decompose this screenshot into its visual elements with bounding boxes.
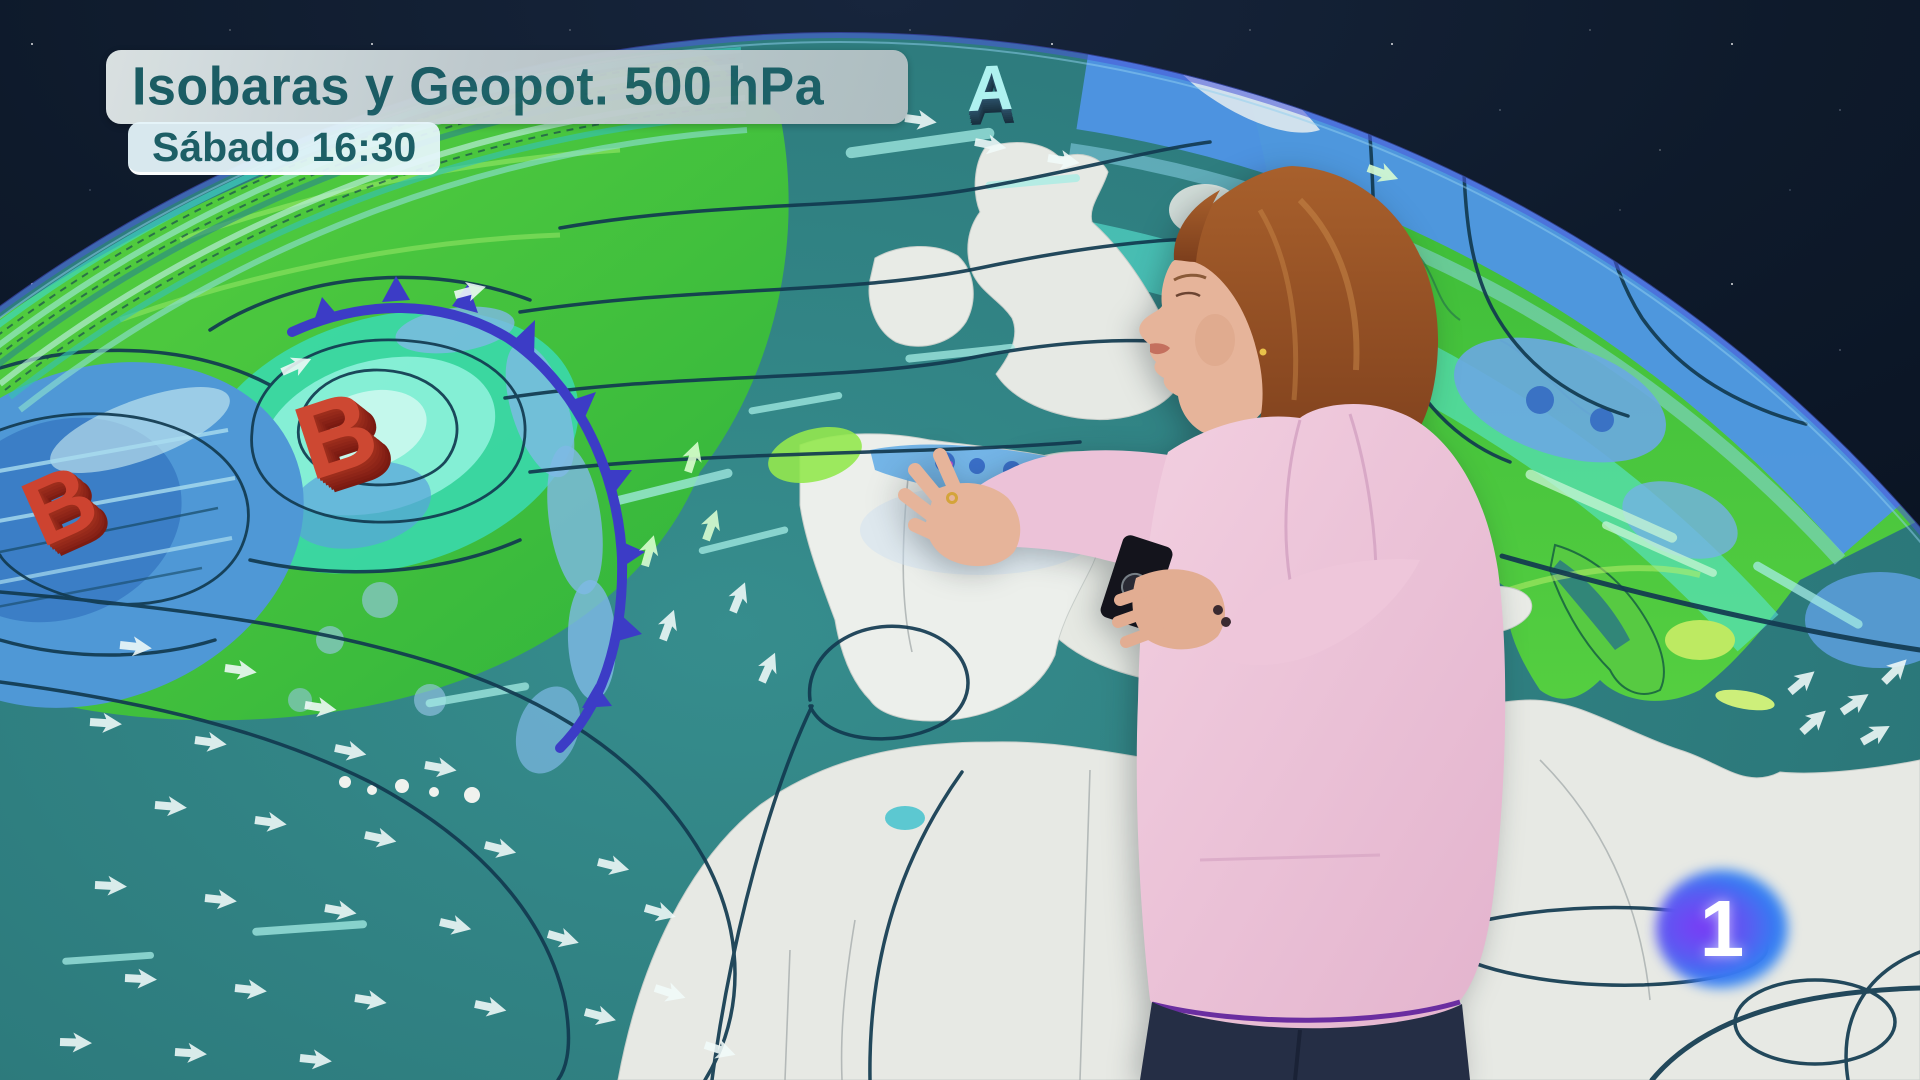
- hair: [1174, 166, 1439, 484]
- pocket-line: [1199, 853, 1381, 862]
- day-time-label: Sábado 16:30: [152, 123, 417, 170]
- hair-highlight: [1297, 197, 1360, 371]
- hem-line: [1151, 999, 1461, 1023]
- small-cyan-lake: [885, 806, 925, 830]
- channel-logo-number: 1: [1699, 884, 1745, 973]
- map-title: Isobaras y Geopot. 500 hPa: [132, 56, 825, 118]
- day-time-banner: Sábado 16:30: [128, 122, 441, 175]
- ring: [946, 492, 958, 504]
- jeans-seam: [1293, 1029, 1302, 1080]
- globe-rim: [0, 32, 1920, 544]
- presenter-figure: [898, 166, 1506, 1080]
- hair-highlight: [1257, 208, 1299, 401]
- blazer: [1136, 404, 1506, 1038]
- map-title-banner: Isobaras y Geopot. 500 hPa: [106, 50, 908, 124]
- lapel-line: [1284, 419, 1302, 581]
- channel-logo-la1: 1: [1662, 876, 1782, 982]
- holding-fingers: [1112, 584, 1164, 648]
- jeans: [1140, 1002, 1470, 1080]
- lips: [1150, 343, 1170, 355]
- canary-islands: [339, 776, 480, 803]
- eyebrow: [1173, 273, 1207, 282]
- earring: [1259, 348, 1267, 356]
- eye: [1175, 291, 1201, 298]
- cold-front: [287, 276, 645, 753]
- fingers: [898, 448, 965, 547]
- hair-fringe: [1173, 190, 1220, 262]
- land-ireland: [868, 246, 974, 347]
- low-pressure-region-west: [0, 362, 304, 708]
- cheek-shading: [1195, 314, 1235, 366]
- folded-forearm-sleeve: [1216, 559, 1420, 665]
